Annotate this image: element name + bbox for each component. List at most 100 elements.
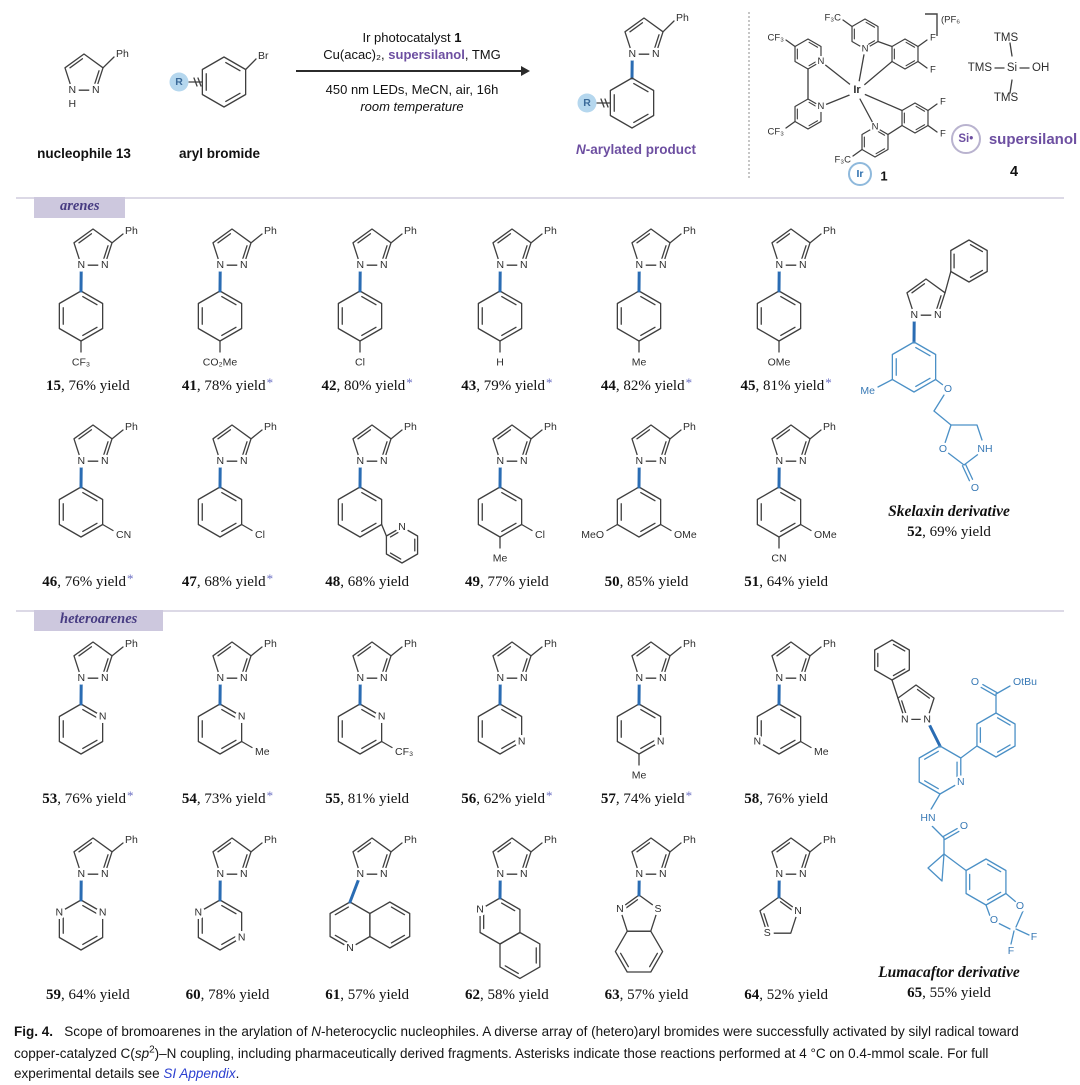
svg-text:Ph: Ph	[683, 834, 696, 846]
compound-structure-56: N N N Ph	[477, 638, 557, 755]
svg-text:F: F	[940, 97, 946, 108]
svg-text:OMe: OMe	[768, 357, 791, 369]
svg-text:OMe: OMe	[674, 529, 697, 541]
condition-line-3: 450 nm LEDs, MeCN, air, 16h	[325, 82, 499, 97]
compound-cell-45: N N OMe Ph 45, 81% yield*	[716, 215, 856, 411]
compound-structure-64: N N N S Ph	[759, 834, 836, 940]
low-temp-asterisk: *	[126, 571, 134, 586]
svg-text:CF₃: CF₃	[395, 746, 413, 758]
compound-label: 51, 64% yield	[744, 574, 829, 590]
svg-text:Me: Me	[860, 385, 875, 397]
compound-structure-15: N N CF₃ Ph	[58, 225, 138, 369]
compound-label: 49, 77% yield	[464, 574, 549, 590]
svg-text:N: N	[496, 259, 504, 271]
svg-text:MeO: MeO	[582, 529, 605, 541]
svg-text:N: N	[240, 868, 248, 880]
arenes-compound-grid: N N CF₃ Ph 15, 76% yield N N CO₂Me Ph 41, 78% yie…	[18, 215, 856, 607]
condition-line-1: Ir photocatalyst 1	[362, 30, 462, 45]
compound-structure-47: N N Cl Ph	[198, 421, 277, 541]
svg-text:Ph: Ph	[125, 834, 138, 846]
svg-text:N: N	[617, 903, 625, 915]
svg-text:N: N	[378, 711, 386, 723]
svg-text:N: N	[77, 672, 85, 684]
svg-text:CO₂Me: CO₂Me	[203, 357, 238, 369]
svg-text:OH: OH	[1032, 62, 1049, 74]
svg-text:N: N	[657, 736, 665, 748]
svg-text:CN: CN	[116, 529, 131, 541]
svg-text:O: O	[971, 482, 979, 494]
svg-text:Ir: Ir	[853, 84, 861, 96]
svg-text:Si: Si	[1007, 62, 1017, 74]
aryl-bromide-label: aryl bromide	[178, 146, 261, 161]
svg-text:O: O	[1016, 900, 1024, 912]
svg-text:TMS: TMS	[994, 32, 1019, 44]
compound-structure-43: N N H Ph	[477, 225, 557, 369]
compound-structure-61: N N N Ph	[329, 834, 417, 955]
svg-text:Ph: Ph	[544, 421, 557, 433]
compound-label: 62, 58% yield	[464, 987, 549, 1003]
svg-text:N: N	[776, 868, 784, 880]
compound-cell-54: N N N Me Ph 54, 73% yield*	[158, 628, 298, 824]
svg-text:N: N	[398, 521, 406, 533]
lumacaftor-derivative-panel: O OtBu O F F O O N N N HN Lumacaftor derivative 65, …	[836, 630, 1062, 1002]
compound-label: 45, 81% yield*	[740, 375, 832, 394]
svg-text:N: N	[217, 868, 225, 880]
svg-text:N: N	[659, 259, 667, 271]
svg-text:F: F	[1031, 931, 1037, 943]
svg-text:Ph: Ph	[683, 421, 696, 433]
svg-text:O: O	[990, 914, 998, 926]
svg-text:N: N	[636, 672, 644, 684]
svg-text:TMS: TMS	[994, 92, 1019, 104]
reaction-arrow	[296, 66, 530, 76]
compound-structure-49: N N Cl Me Ph	[477, 421, 557, 565]
svg-text:Ph: Ph	[264, 638, 277, 650]
compound-label: 42, 80% yield*	[321, 375, 413, 394]
svg-text:N: N	[799, 672, 807, 684]
svg-text:N: N	[496, 868, 504, 880]
svg-text:Cl: Cl	[255, 529, 265, 541]
svg-text:N: N	[357, 455, 365, 467]
svg-text:F: F	[930, 33, 936, 44]
svg-text:N: N	[99, 907, 107, 919]
svg-text:N: N	[520, 455, 528, 467]
si-appendix-link[interactable]: SI Appendix	[163, 1066, 236, 1081]
compound-label: 54, 73% yield*	[181, 788, 274, 807]
svg-text:N: N	[99, 711, 107, 723]
svg-text:Ph: Ph	[264, 834, 277, 846]
svg-text:N: N	[628, 48, 636, 60]
svg-text:N: N	[799, 455, 807, 467]
derivative-name: Skelaxin derivative	[888, 503, 1010, 520]
svg-text:N: N	[101, 259, 109, 271]
svg-text:N: N	[380, 455, 388, 467]
svg-text:N: N	[240, 259, 248, 271]
compound-cell-55: N N N CF₃ Ph 55, 81% yield	[297, 628, 437, 824]
svg-text:Ph: Ph	[264, 421, 277, 433]
svg-text:N: N	[799, 868, 807, 880]
compound-structure-54: N N N Me Ph	[198, 638, 277, 758]
svg-text:Cl: Cl	[355, 357, 365, 369]
svg-text:Ph: Ph	[823, 421, 836, 433]
compound-cell-47: N N Cl Ph 47, 68% yield*	[158, 411, 298, 607]
derivative-name: Lumacaftor derivative	[878, 964, 1020, 981]
derivative-structure-65: O OtBu O F F O O N N N HN	[874, 639, 1037, 957]
scheme-divider	[748, 12, 750, 178]
compound-structure-63: N N N S Ph	[613, 834, 696, 973]
svg-text:O: O	[939, 443, 947, 455]
skelaxin-derivative-panel: Me N N O NH O O Skelaxin derivative 52, 69% yiel…	[836, 227, 1062, 541]
compound-label: 55, 81% yield	[325, 791, 410, 807]
svg-text:F: F	[930, 65, 936, 76]
compound-cell-61: N N N Ph 61, 57% yield	[297, 824, 437, 1020]
svg-text:OMe: OMe	[814, 529, 837, 541]
compound-cell-43: N N H Ph 43, 79% yield*	[437, 215, 577, 411]
svg-text:HN: HN	[920, 812, 935, 824]
compound-label: 46, 76% yield*	[42, 571, 134, 590]
svg-text:N: N	[77, 868, 85, 880]
si-radical-icon: Si•	[950, 124, 981, 154]
catalyst-block: CF₃ CF₃ F₃C F₃C F F F F N N N N Ir (PF₆) Ir 1	[760, 2, 960, 190]
compound-label: 53, 76% yield*	[42, 788, 134, 807]
svg-text:N: N	[380, 672, 388, 684]
svg-text:N: N	[659, 868, 667, 880]
svg-text:F: F	[1008, 945, 1014, 957]
low-temp-asterisk: *	[126, 788, 134, 803]
